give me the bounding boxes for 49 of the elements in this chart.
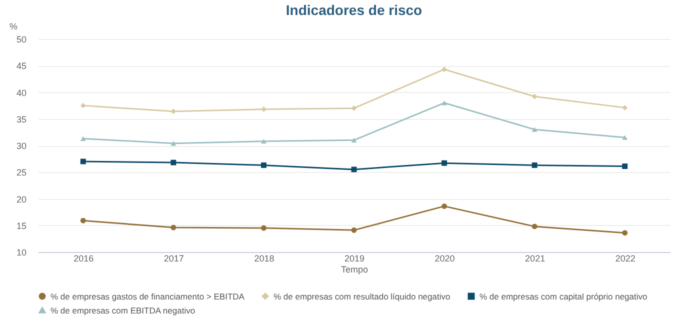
- point: [442, 203, 448, 209]
- point: [80, 158, 86, 164]
- point: [442, 100, 448, 106]
- y-tick-label: 35: [16, 114, 26, 124]
- point: [260, 225, 266, 231]
- y-tick-label: 20: [16, 194, 26, 204]
- point: [170, 141, 176, 146]
- point: [80, 218, 86, 224]
- point: [170, 160, 176, 166]
- point: [80, 136, 86, 141]
- point: [532, 224, 538, 230]
- y-tick-label: 30: [16, 141, 26, 151]
- point: [351, 105, 357, 111]
- y-tick-label: 50: [16, 34, 26, 44]
- legend-label: % de empresas com resultado líquido negativo: [274, 291, 450, 302]
- x-tick-label: 2020: [434, 254, 455, 264]
- x-axis-title: Tempo: [340, 264, 368, 274]
- point: [532, 162, 538, 168]
- y-tick-label: 10: [16, 248, 26, 258]
- x-tick-label: 2022: [615, 254, 636, 264]
- y-tick-label: 45: [16, 61, 26, 72]
- legend-label: % de empresas com EBITDA negativo: [50, 305, 196, 316]
- y-tick-label: 40: [16, 88, 26, 98]
- point: [532, 94, 538, 100]
- point: [622, 135, 628, 140]
- chart-title: Indicadores de risco: [286, 2, 422, 18]
- point: [351, 227, 357, 233]
- x-tick-label: 2019: [344, 254, 365, 264]
- y-axis-title: %: [9, 22, 18, 32]
- point: [351, 166, 357, 172]
- point: [442, 66, 448, 72]
- point: [622, 164, 628, 170]
- x-tick-label: 2016: [74, 254, 94, 264]
- point: [351, 138, 357, 143]
- point: [622, 104, 628, 110]
- y-tick-label: 25: [16, 168, 26, 178]
- x-tick-label: 2021: [525, 254, 546, 264]
- point: [170, 224, 176, 230]
- point: [80, 102, 86, 108]
- point: [442, 160, 448, 166]
- point: [260, 138, 266, 144]
- legend-label: % de empresas gastos de financiamento > EBITDA: [50, 291, 245, 302]
- x-tick-label: 2017: [164, 254, 184, 264]
- point: [260, 162, 266, 168]
- x-tick-label: 2018: [254, 254, 274, 264]
- point: [622, 230, 628, 236]
- legend-label: % de empresas com capital próprio negativo: [480, 291, 648, 302]
- y-tick-label: 15: [16, 220, 26, 231]
- point: [532, 127, 538, 132]
